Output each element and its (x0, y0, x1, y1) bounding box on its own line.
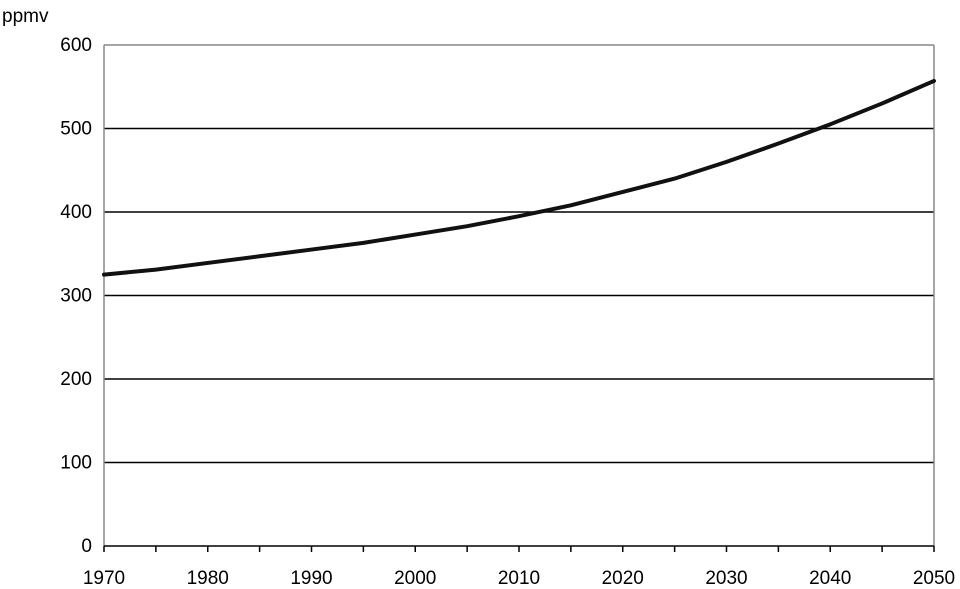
series-line-0 (102, 78, 936, 277)
y-tick-label-100: 100 (60, 453, 92, 474)
x-tick-label-2040: 2040 (809, 568, 851, 589)
y-axis: 0 100 200 300 400 500 600 (60, 35, 92, 557)
x-tick-label-2000: 2000 (394, 568, 436, 589)
y-tick-label-200: 200 (60, 369, 92, 390)
x-tick-label-1970: 1970 (83, 568, 125, 589)
y-tick-label-0: 0 (81, 536, 92, 557)
x-tick-label-2010: 2010 (498, 568, 540, 589)
y-tick-label-600: 600 (60, 35, 92, 56)
series-group (102, 78, 936, 277)
x-axis: 1970 1980 1990 2000 2010 2020 2030 2040 2050 (83, 546, 955, 589)
x-tick-label-2050: 2050 (913, 568, 955, 589)
gridlines (104, 127, 934, 464)
y-tick-label-300: 300 (60, 286, 92, 307)
x-tick-label-1990: 1990 (290, 568, 332, 589)
y-axis-unit-label: ppmv (2, 6, 49, 27)
x-tick-label-2030: 2030 (705, 568, 747, 589)
y-tick-label-400: 400 (60, 202, 92, 223)
x-tick-label-1980: 1980 (187, 568, 229, 589)
x-tick-label-2020: 2020 (602, 568, 644, 589)
y-tick-label-500: 500 (60, 119, 92, 140)
